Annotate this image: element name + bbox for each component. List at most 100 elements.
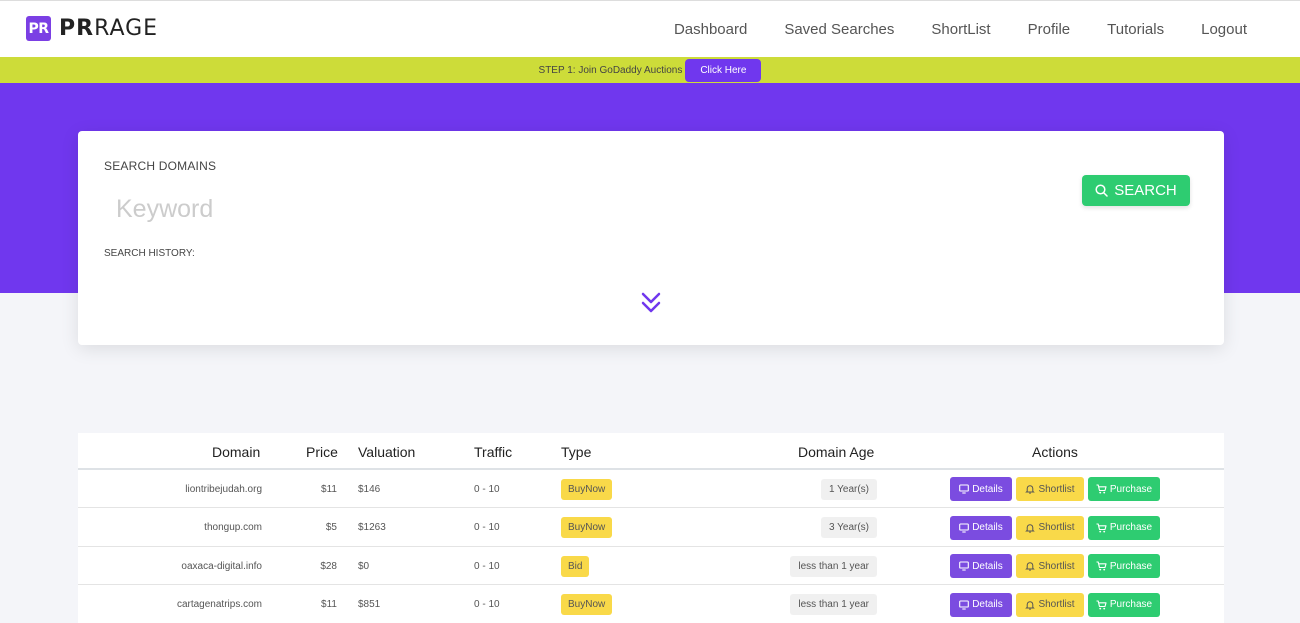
header-actions: Actions [1032,444,1078,460]
bell-icon [1025,485,1036,494]
valuation-cell: $146 [358,483,381,495]
table-row: thongup.com $5 $1263 0 - 10 BuyNow 3 Year(s) D… [78,509,1224,547]
click-here-button[interactable]: Click Here [685,58,762,82]
traffic-cell: 0 - 10 [474,599,500,610]
shortlist-button[interactable]: Shortlist [1016,592,1084,617]
purchase-button[interactable]: Purchase [1088,477,1160,501]
valuation-cell: $0 [358,560,370,572]
details-label: Details [972,560,1003,572]
age-cell: 3 Year(s) [678,509,877,547]
search-title: SEARCH DOMAINS [104,159,217,173]
domain-cell: cartagenatrips.com [176,599,262,610]
nav-dashboard[interactable]: Dashboard [673,21,748,38]
monitor-icon [959,599,970,610]
cart-icon [1096,484,1107,494]
purchase-label: Purchase [1109,560,1153,572]
search-icon [1095,184,1108,197]
logo-text-bold: PR [59,16,95,41]
header-domain: Domain [212,444,261,460]
domains-table: Domain Price Valuation Traffic Type Doma… [78,433,1224,623]
nav-tutorials[interactable]: Tutorials [1107,21,1165,38]
cart-icon [1096,599,1107,609]
domain-cell: thongup.com [204,522,262,533]
top-navbar: PR PRRAGE Dashboard Saved Searches Short… [0,0,1300,57]
shortlist-label: Shortlist [1038,522,1075,533]
shortlist-label: Shortlist [1038,483,1075,495]
monitor-icon [959,561,970,571]
actions-cell: Details Shortlist Purchase [950,586,1164,623]
table-header: Domain Price Valuation Traffic Type Doma… [78,433,1224,470]
nav-links: Dashboard Saved Searches ShortList Profi… [637,1,1247,58]
cart-icon [1096,561,1107,571]
traffic-cell: 0 - 10 [474,560,500,572]
logo-text-light: RAGE [94,16,159,41]
traffic-cell: 0 - 10 [474,522,500,533]
type-badge: BuyNow [561,517,613,538]
details-button[interactable]: Details [950,592,1012,617]
type-badge: BuyNow [561,594,613,615]
traffic-cell: 0 - 10 [474,483,500,495]
monitor-icon [959,484,970,494]
table-row: oaxaca-digital.info $28 $0 0 - 10 Bid less th… [78,547,1224,585]
details-label: Details [972,522,1003,533]
domain-cell: liontribejudah.org [185,483,262,495]
shortlist-button[interactable]: Shortlist [1016,477,1084,501]
nav-profile[interactable]: Profile [1027,21,1071,38]
purchase-button[interactable]: Purchase [1088,515,1160,540]
purchase-button[interactable]: Purchase [1088,592,1160,617]
type-cell: BuyNow [561,586,613,623]
header-traffic: Traffic [474,444,513,460]
keyword-input[interactable] [116,191,716,227]
valuation-cell: $851 [358,599,381,610]
purchase-label: Purchase [1109,483,1153,495]
shortlist-label: Shortlist [1038,560,1075,572]
actions-cell: Details Shortlist Purchase [950,470,1164,508]
purchase-button[interactable]: Purchase [1088,554,1160,578]
details-label: Details [972,599,1003,610]
price-cell: $28 [320,560,337,572]
double-chevron-down-icon[interactable] [640,291,662,315]
age-cell: less than 1 year [678,586,877,623]
details-button[interactable]: Details [950,515,1012,540]
age-cell: 1 Year(s) [678,470,877,508]
promo-text: STEP 1: Join GoDaddy Auctions [538,64,683,76]
purchase-label: Purchase [1109,522,1153,533]
details-label: Details [972,483,1003,495]
header-type: Type [561,444,592,460]
table-row: liontribejudah.org $11 $146 0 - 10 BuyNow 1 Y… [78,470,1224,508]
domain-age-badge: less than 1 year [790,594,877,615]
bell-icon [1025,600,1036,610]
purchase-label: Purchase [1109,599,1153,610]
logo-badge: PR [26,16,51,41]
domain-age-badge: 1 Year(s) [820,478,877,500]
table-row: cartagenatrips.com $11 $851 0 - 10 BuyNow les… [78,586,1224,623]
cart-icon [1096,522,1107,532]
bell-icon [1025,562,1036,571]
type-cell: Bid [561,547,590,585]
price-cell: $11 [321,483,337,495]
header-domain-age: Domain Age [798,444,875,460]
type-cell: BuyNow [561,509,613,547]
shortlist-button[interactable]: Shortlist [1016,515,1084,540]
shortlist-button[interactable]: Shortlist [1016,554,1084,578]
type-cell: BuyNow [561,470,613,508]
nav-saved-searches[interactable]: Saved Searches [784,21,895,38]
details-button[interactable]: Details [950,554,1012,578]
valuation-cell: $1263 [358,522,386,533]
search-button[interactable]: SEARCH [1082,175,1190,206]
header-price: Price [306,444,338,460]
price-cell: $5 [325,522,337,533]
age-cell: less than 1 year [678,547,877,585]
logo[interactable]: PR PRRAGE [26,16,158,41]
type-badge: BuyNow [561,478,613,500]
actions-cell: Details Shortlist Purchase [950,509,1164,547]
nav-logout[interactable]: Logout [1201,21,1247,38]
details-button[interactable]: Details [950,477,1012,501]
domain-age-badge: less than 1 year [790,555,877,577]
search-card: SEARCH DOMAINS SEARCH HISTORY: SEARCH [78,131,1224,345]
promo-bar: STEP 1: Join GoDaddy Auctions Click Here [0,57,1300,83]
search-button-label: SEARCH [1114,182,1177,199]
type-badge: Bid [561,555,590,577]
nav-shortlist[interactable]: ShortList [931,21,991,38]
logo-text: PRRAGE [59,16,158,41]
